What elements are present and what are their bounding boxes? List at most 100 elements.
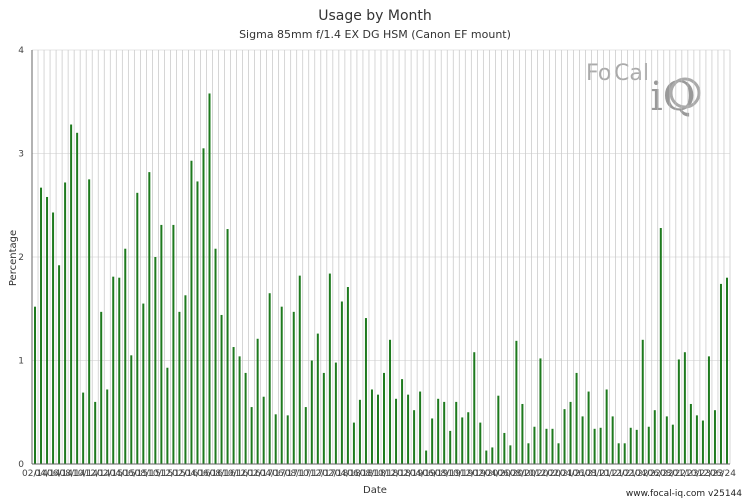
bar [527,443,530,464]
y-tick-labels: 0 1 2 3 4 [18,46,24,470]
bar [124,248,127,464]
bar [40,187,43,464]
x-tick-label: 06/17 [272,469,298,479]
bar [130,355,133,464]
bar [677,359,680,464]
x-tick-label: 04/18 [335,469,361,479]
x-tick-label: 10/21 [597,469,623,479]
bar [389,339,392,464]
bar [166,367,169,464]
bar [310,360,313,464]
x-tick-label: 02/21 [547,469,573,479]
x-tick-label: 10/20 [522,469,548,479]
x-tick-label: 12/18 [385,469,411,479]
bar [545,428,548,464]
bar [136,192,139,464]
x-tick-label: 02/20 [472,469,498,479]
y-tick-label: 1 [18,357,24,367]
x-tick-label: 08/18 [360,469,386,479]
chart-subtitle: Sigma 85mm f/1.4 EX DG HSM (Canon EF mou… [239,28,511,41]
x-tick-label: 01/23 [673,469,699,479]
bar [256,338,259,464]
bar [280,306,283,464]
bar [581,416,584,464]
x-tick-label: 06/15 [122,469,148,479]
bar [202,148,205,464]
bar [611,416,614,464]
bar [395,398,398,464]
bar [364,318,367,464]
y-tick-label: 3 [18,150,24,160]
bar [82,392,85,464]
bar [208,93,211,464]
bar [322,372,325,464]
bar [407,394,410,464]
bar [443,401,446,464]
x-tick-label: 12/17 [310,469,336,479]
bar [701,420,704,464]
x-tick-label: 06/21 [572,469,598,479]
bar [94,401,97,464]
bar [401,379,404,464]
bar [232,347,235,464]
bar [274,414,277,464]
bar [563,409,566,464]
bar [70,124,73,465]
bar [352,422,355,464]
axes [31,50,730,465]
bar [226,229,229,464]
bar [142,303,145,464]
bar [184,295,187,464]
bar [695,415,698,464]
x-tick-label: 08/14 [60,469,86,479]
bar [629,427,632,464]
x-tick-label: 04/15 [110,469,136,479]
bar [719,283,722,464]
bar [419,391,422,464]
x-tick-label: 02/16 [172,469,198,479]
bar [112,276,115,464]
bar [292,311,295,464]
x-tick-label: 12/20 [535,469,561,479]
x-tick-label: 04/17 [260,469,286,479]
bar [46,196,49,464]
bar [88,179,91,464]
logo-cal-text: Cal [614,61,649,86]
bar [557,443,560,464]
bar [160,224,163,464]
bar [244,372,247,464]
x-tick-label: 02/14 [22,469,48,479]
bar [467,412,470,464]
bar [106,389,109,464]
bar [262,396,265,464]
x-tick-label: 06/16 [197,469,223,479]
bar [605,389,608,464]
bar [635,429,638,464]
bar [539,358,542,464]
chart-title: Usage by Month [318,8,432,24]
y-tick-label: 2 [18,253,24,263]
bar [383,372,386,464]
x-tick-label: 04/21 [560,469,586,479]
bar [413,410,416,464]
bar [52,212,55,464]
bar [178,311,181,464]
x-tick-label: 10/19 [447,469,473,479]
bar [689,403,692,464]
bar [665,416,668,464]
x-tick-label: 12/23 [698,469,724,479]
bar [485,450,488,464]
x-tick-label: 12/14 [85,469,111,479]
bar [617,443,620,464]
x-tick-labels: 02/1404/1406/1408/1410/1412/1402/1504/15… [22,469,736,479]
bar [286,415,289,464]
x-tick-label: 02/17 [247,469,273,479]
x-tick-label: 08/15 [135,469,161,479]
bar [334,362,337,464]
x-tick-label: 08/20 [510,469,536,479]
bar [431,418,434,464]
logo-fo-text: Fo [586,61,611,86]
x-tick-label: 02/18 [322,469,348,479]
bar [190,160,193,464]
bar [214,248,217,464]
